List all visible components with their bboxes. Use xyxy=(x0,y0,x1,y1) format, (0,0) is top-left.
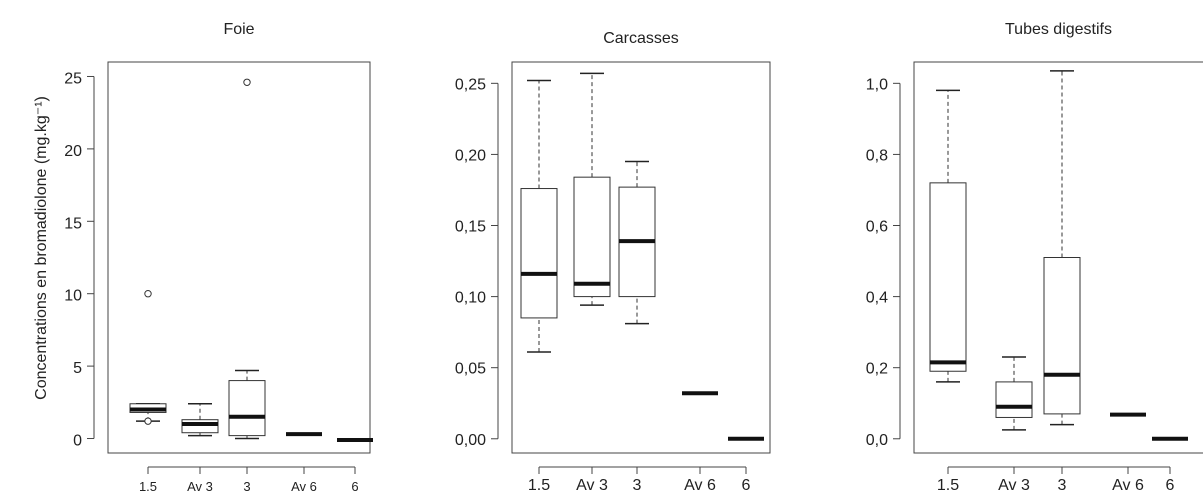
box-3 xyxy=(228,78,266,440)
panel-title: Carcasses xyxy=(603,30,679,47)
y-tick-label: 15 xyxy=(64,215,82,232)
x-tick-label: Av 3 xyxy=(576,477,608,494)
box-iqr xyxy=(520,188,558,319)
plot-frame xyxy=(511,61,771,454)
x-tick-label: 1.5 xyxy=(139,479,157,494)
box-iqr xyxy=(181,419,219,434)
outlier-point xyxy=(144,417,152,425)
panel-0: Foie 0 5 10 15 20 25 1.5 Av 3 3 Av 6 6 xyxy=(64,21,373,494)
y-tick-label: 0,0 xyxy=(866,432,888,449)
box-3 xyxy=(1043,70,1081,426)
outlier-point xyxy=(243,78,251,86)
panel-title: Foie xyxy=(223,21,254,38)
y-tick-label: 0,6 xyxy=(866,219,888,236)
x-tick-label: Av 3 xyxy=(998,477,1030,494)
panel-1: Carcasses 0,00 0,05 0,10 0,15 0,20 0,25 1.5 Av 3… xyxy=(455,30,771,494)
box-iqr xyxy=(929,182,967,372)
x-tick-label: Av 6 xyxy=(291,479,317,494)
box-iqr xyxy=(995,381,1033,418)
x-tick-label: Av 3 xyxy=(187,479,213,494)
x-tick-label: 3 xyxy=(633,477,642,494)
box-iqr xyxy=(228,380,266,437)
box-Av-3 xyxy=(181,403,219,437)
x-tick-label: 6 xyxy=(1166,477,1175,494)
box-1_5 xyxy=(929,89,967,383)
x-tick-label: 6 xyxy=(351,479,358,494)
y-tick-label: 0,20 xyxy=(455,147,486,164)
box-iqr xyxy=(573,176,611,298)
y-tick-label: 10 xyxy=(64,288,82,305)
box-1_5 xyxy=(520,79,558,353)
y-tick-label: 0,05 xyxy=(455,361,486,378)
plot-frame xyxy=(107,61,371,454)
y-tick-label: 0,00 xyxy=(455,432,486,449)
y-tick-label: 0,2 xyxy=(866,361,888,378)
x-tick-label: 3 xyxy=(1058,477,1067,494)
x-tick-label: 3 xyxy=(243,479,250,494)
y-tick-label: 0,15 xyxy=(455,219,486,236)
x-tick-label: 1.5 xyxy=(528,477,550,494)
y-tick-label: 0,8 xyxy=(866,147,888,164)
y-tick-label: 5 xyxy=(73,360,82,377)
plot-frame xyxy=(913,61,1203,454)
x-tick-label: Av 6 xyxy=(1112,477,1144,494)
y-axis-label: Concentrations en bromadiolone (mg.kg⁻¹) xyxy=(33,96,50,400)
x-tick-label: Av 6 xyxy=(684,477,716,494)
y-tick-label: 25 xyxy=(64,70,82,87)
y-tick-label: 0,25 xyxy=(455,76,486,93)
box-Av-3 xyxy=(573,72,611,306)
panel-title: Tubes digestifs xyxy=(1005,21,1112,38)
y-tick-label: 20 xyxy=(64,143,82,160)
x-tick-label: 1.5 xyxy=(937,477,959,494)
x-tick-label: 6 xyxy=(742,477,751,494)
box-Av-3 xyxy=(995,356,1033,431)
y-tick-label: 0 xyxy=(73,433,82,450)
panel-2: Tubes digestifs 0,0 0,2 0,4 0,6 0,8 1,0 1.5 Av 3… xyxy=(866,21,1203,494)
box-iqr xyxy=(1043,257,1081,415)
y-tick-label: 0,10 xyxy=(455,290,486,307)
y-tick-label: 1,0 xyxy=(866,76,888,93)
box-1_5 xyxy=(129,290,167,425)
box-3 xyxy=(618,160,656,325)
y-tick-label: 0,4 xyxy=(866,290,888,307)
outlier-point xyxy=(144,290,152,298)
